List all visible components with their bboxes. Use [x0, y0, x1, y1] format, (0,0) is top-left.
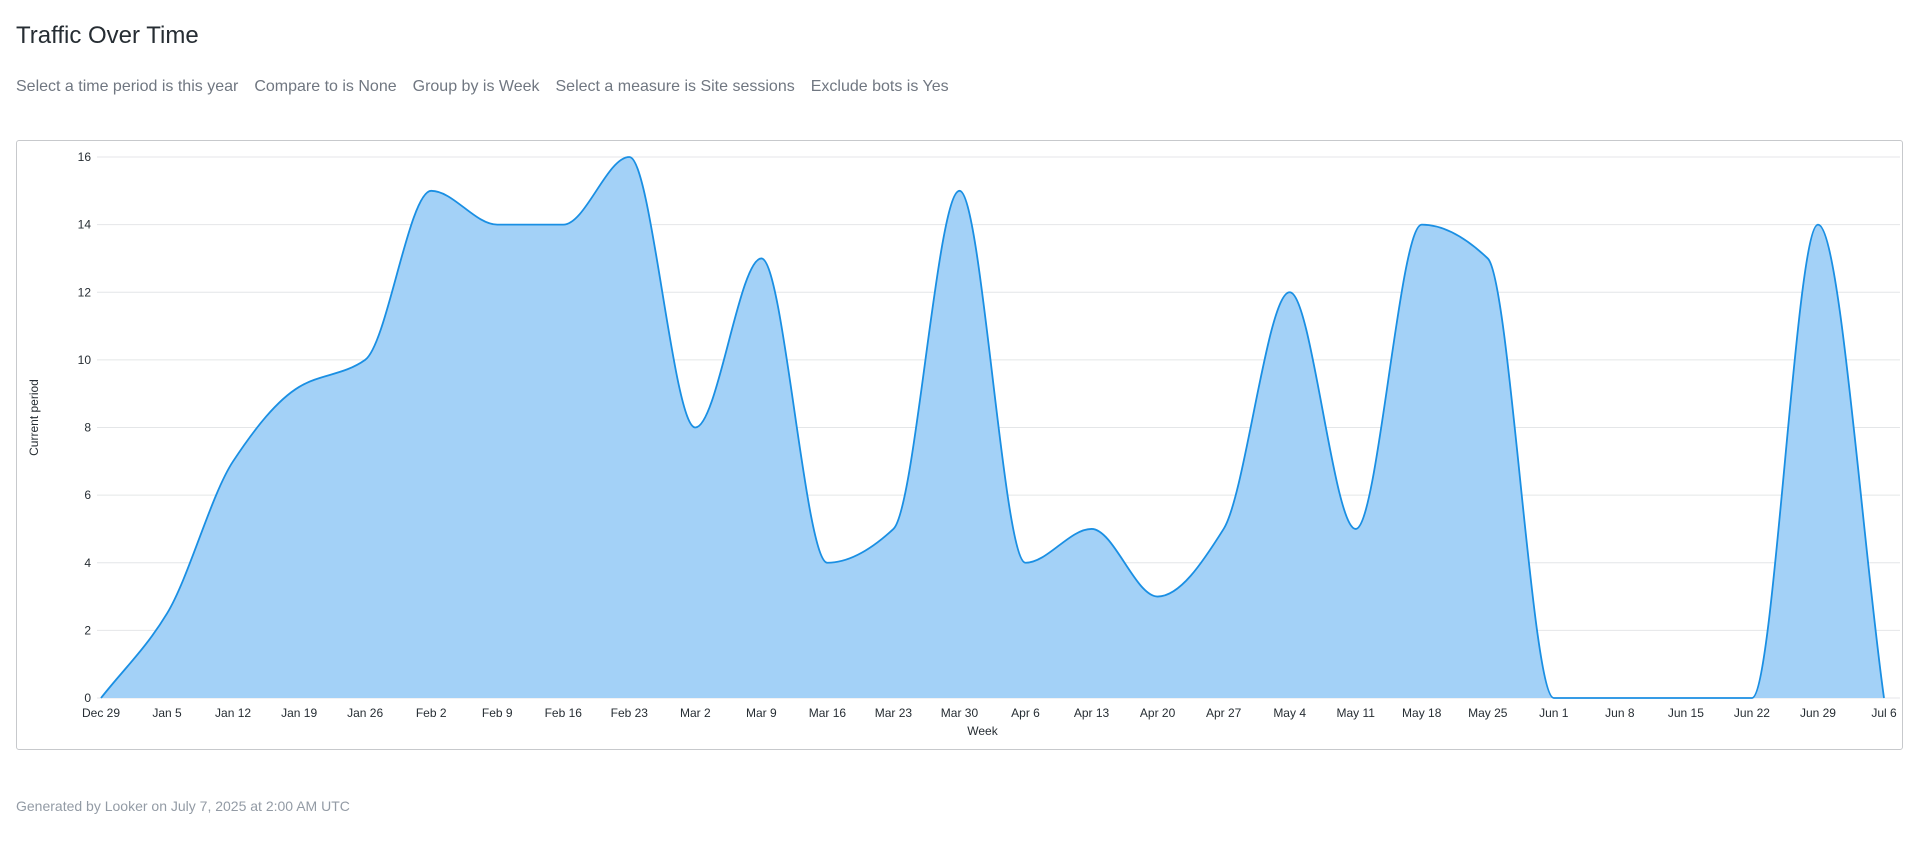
y-axis-title: Current period	[27, 379, 41, 456]
y-tick-label: 0	[84, 691, 91, 705]
x-tick-label: Jun 8	[1605, 706, 1635, 720]
x-tick-label: Jun 1	[1539, 706, 1569, 720]
y-tick-label: 8	[84, 421, 91, 435]
x-tick-label: Mar 2	[680, 706, 711, 720]
x-tick-label: Feb 2	[416, 706, 447, 720]
filter-exclude-bots: Exclude bots is Yes	[810, 78, 949, 95]
filter-summary: Select a time period is this year Compar…	[16, 78, 949, 96]
x-tick-label: May 18	[1402, 706, 1442, 720]
chart-card: 0 2 4 6 8 10 12 14 16 Dec 29 Jan 5 Jan 12 Jan 19 Jan …	[16, 140, 1903, 750]
x-tick-label: Jan 19	[281, 706, 317, 720]
x-tick-label: Jan 12	[215, 706, 251, 720]
y-tick-label: 4	[84, 556, 91, 570]
y-tick-label: 6	[84, 488, 91, 502]
x-axis-title: Week	[967, 724, 998, 738]
x-tick-label: Apr 27	[1206, 706, 1242, 720]
generated-footer: Generated by Looker on July 7, 2025 at 2…	[16, 798, 350, 814]
x-tick-label: Jun 15	[1668, 706, 1704, 720]
y-tick-label: 2	[84, 623, 91, 637]
x-tick-label: Dec 29	[82, 706, 120, 720]
area-chart[interactable]: 0 2 4 6 8 10 12 14 16 Dec 29 Jan 5 Jan 12 Jan 19 Jan …	[17, 141, 1902, 749]
x-tick-label: Feb 9	[482, 706, 513, 720]
x-tick-label: May 25	[1468, 706, 1508, 720]
x-tick-label: Jun 22	[1734, 706, 1770, 720]
x-tick-label: Jan 26	[347, 706, 383, 720]
filter-compare-to: Compare to is None	[254, 78, 397, 95]
x-tick-label: Jan 5	[152, 706, 182, 720]
filter-group-by: Group by is Week	[412, 78, 540, 95]
x-tick-label: Apr 20	[1140, 706, 1176, 720]
filter-measure: Select a measure is Site sessions	[555, 78, 795, 95]
x-tick-label: Apr 6	[1011, 706, 1040, 720]
x-tick-label: Apr 13	[1074, 706, 1110, 720]
filter-time-period: Select a time period is this year	[16, 78, 239, 95]
x-tick-label: Feb 16	[545, 706, 583, 720]
y-tick-label: 10	[78, 353, 92, 367]
series-area	[101, 157, 1884, 698]
y-tick-label: 14	[78, 218, 92, 232]
page-title: Traffic Over Time	[16, 22, 199, 49]
x-tick-label: Jul 6	[1871, 706, 1897, 720]
x-tick-label: May 4	[1273, 706, 1306, 720]
x-tick-label: Mar 30	[941, 706, 979, 720]
x-tick-label: Feb 23	[611, 706, 649, 720]
series-line	[100, 156, 1885, 699]
x-tick-label: Jun 29	[1800, 706, 1836, 720]
x-tick-label: Mar 9	[746, 706, 777, 720]
x-tick-label: Mar 23	[875, 706, 913, 720]
y-tick-label: 16	[78, 150, 92, 164]
x-tick-label: Mar 16	[809, 706, 847, 720]
x-tick-label: May 11	[1336, 706, 1375, 720]
y-tick-label: 12	[78, 285, 92, 299]
